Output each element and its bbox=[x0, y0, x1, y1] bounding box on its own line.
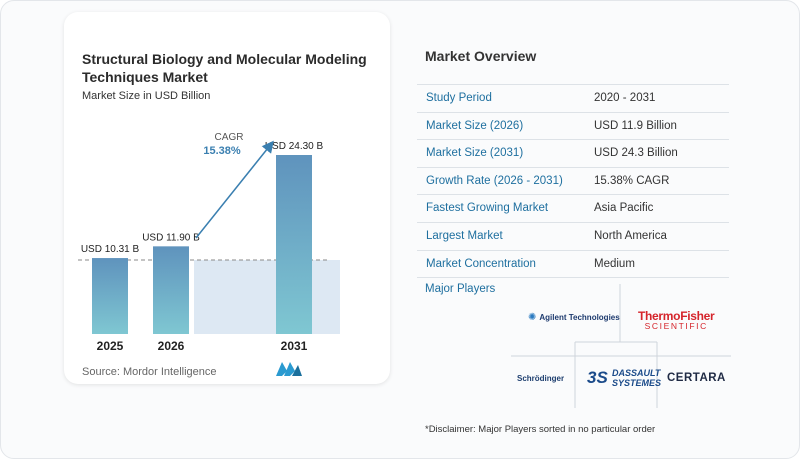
overview-value: 15.38% CAGR bbox=[594, 174, 670, 187]
mordor-logo-icon bbox=[276, 362, 302, 376]
x-tick-2026: 2026 bbox=[158, 339, 185, 353]
x-tick-2031: 2031 bbox=[281, 339, 308, 353]
agilent-logo-text: Agilent Technologies bbox=[539, 313, 620, 322]
overview-row: Market Concentration Medium bbox=[417, 251, 729, 279]
thermo-logo-subtext: SCIENTIFIC bbox=[644, 321, 708, 331]
x-tick-2025: 2025 bbox=[97, 339, 124, 353]
dassault-logo-subtext: SYSTEMES bbox=[612, 378, 662, 388]
overview-row: Largest Market North America bbox=[417, 223, 729, 251]
bar-2031 bbox=[276, 155, 312, 334]
major-players-title: Major Players bbox=[425, 283, 496, 295]
overview-row: Study Period 2020 - 2031 bbox=[417, 84, 729, 113]
overview-value: Asia Pacific bbox=[594, 202, 654, 215]
market-overview-title: Market Overview bbox=[425, 48, 537, 64]
cagr-label: CAGR bbox=[215, 132, 244, 143]
chart-subtitle: Market Size in USD Billion bbox=[82, 90, 211, 102]
overview-row: Market Size (2026) USD 11.9 Billion bbox=[417, 113, 729, 141]
data-label-2026: USD 11.90 B bbox=[142, 232, 200, 243]
overview-value: 2020 - 2031 bbox=[594, 92, 656, 104]
data-label-2025: USD 10.31 B bbox=[81, 244, 140, 255]
overview-row: Growth Rate (2026 - 2031) 15.38% CAGR bbox=[417, 168, 729, 196]
disclaimer-note: *Disclaimer: Major Players sorted in no … bbox=[425, 424, 656, 435]
overview-value: USD 11.9 Billion bbox=[594, 119, 677, 132]
overview-label: Market Size (2026) bbox=[426, 119, 524, 132]
chart-title: Structural Biology and Molecular Modelin… bbox=[82, 51, 367, 85]
bar-2026 bbox=[153, 246, 189, 334]
logo-grid-lines bbox=[511, 284, 731, 408]
source-note: Source: Mordor Intelligence bbox=[82, 366, 217, 378]
data-label-2031: USD 24.30 B bbox=[265, 141, 324, 152]
bar-2025 bbox=[92, 258, 128, 334]
overview-value: North America bbox=[594, 229, 667, 242]
agilent-logo: ✺ Agilent Technologies bbox=[528, 312, 620, 323]
svg-text:3S: 3S bbox=[587, 368, 608, 387]
agilent-spark-icon: ✺ bbox=[528, 312, 537, 323]
overview-label: Market Concentration bbox=[426, 257, 536, 270]
overview-table: Study Period 2020 - 2031 Market Size (20… bbox=[417, 84, 729, 279]
overview-label: Largest Market bbox=[426, 229, 503, 242]
thermo-fisher-logo: ThermoFisher SCIENTIFIC bbox=[638, 309, 715, 331]
overview-value: USD 24.3 Billion bbox=[594, 147, 678, 160]
overview-label: Fastest Growing Market bbox=[426, 202, 549, 215]
overview-value: Medium bbox=[594, 257, 635, 270]
cagr-value: 15.38% bbox=[203, 145, 241, 157]
overview-label: Growth Rate (2026 - 2031) bbox=[426, 174, 563, 187]
dassault-logo-text: DASSAULT bbox=[612, 368, 661, 378]
bar-chart: USD 10.31 B 2025 USD 11.90 B 2026 USD 24.30 … bbox=[78, 132, 340, 353]
overview-label: Market Size (2031) bbox=[426, 147, 524, 160]
overview-label: Study Period bbox=[426, 92, 492, 104]
certara-logo: CERTARA bbox=[667, 372, 726, 384]
overview-row: Market Size (2031) USD 24.3 Billion bbox=[417, 140, 729, 168]
overview-row: Fastest Growing Market Asia Pacific bbox=[417, 195, 729, 223]
growth-shade bbox=[194, 260, 340, 334]
dassault-3ds-icon: 3S bbox=[587, 368, 608, 387]
cagr-arrow bbox=[195, 140, 274, 239]
thermo-logo-text: ThermoFisher bbox=[638, 309, 715, 323]
schrodinger-logo: Schrödinger bbox=[517, 374, 565, 383]
